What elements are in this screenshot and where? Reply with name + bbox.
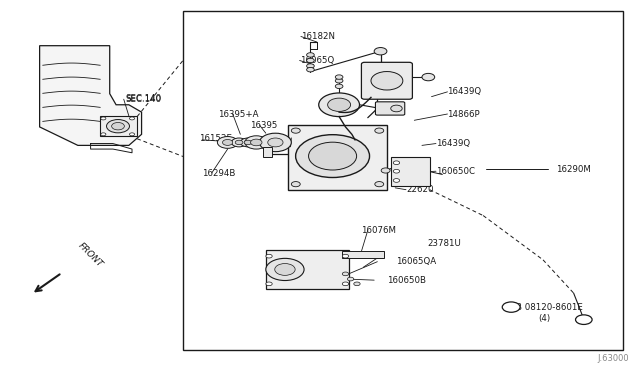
Circle shape [394, 179, 399, 182]
Circle shape [275, 263, 295, 275]
Circle shape [342, 254, 349, 258]
Circle shape [335, 75, 343, 79]
Text: 22620: 22620 [406, 185, 433, 194]
Circle shape [575, 315, 592, 324]
Circle shape [307, 67, 314, 72]
Circle shape [328, 98, 351, 112]
Text: B: B [508, 302, 514, 312]
Text: 16152E: 16152E [199, 134, 232, 142]
Circle shape [374, 48, 387, 55]
Circle shape [129, 117, 134, 120]
Polygon shape [40, 46, 141, 145]
Circle shape [335, 84, 343, 89]
Bar [392, 157, 429, 186]
Circle shape [391, 105, 402, 112]
Text: 14866P: 14866P [447, 109, 480, 119]
Text: 16395+A: 16395+A [218, 109, 259, 119]
Circle shape [319, 93, 360, 116]
Circle shape [375, 182, 384, 187]
Circle shape [422, 73, 435, 81]
Circle shape [245, 136, 268, 149]
Text: 16439Q: 16439Q [436, 139, 470, 148]
Text: (4): (4) [539, 314, 550, 323]
Circle shape [307, 53, 314, 57]
Circle shape [371, 71, 403, 90]
Circle shape [129, 133, 134, 136]
Bar [288, 125, 387, 190]
Circle shape [250, 139, 262, 146]
Circle shape [266, 282, 272, 286]
Circle shape [223, 140, 233, 145]
Bar [342, 251, 384, 258]
Circle shape [244, 140, 252, 145]
Circle shape [342, 272, 349, 276]
Circle shape [394, 169, 399, 173]
Text: 16182N: 16182N [301, 32, 335, 41]
Circle shape [241, 138, 255, 147]
Circle shape [268, 138, 283, 147]
Circle shape [100, 117, 106, 120]
Text: SEC.140: SEC.140 [125, 94, 162, 103]
Text: 16065QA: 16065QA [396, 257, 436, 266]
Circle shape [348, 277, 354, 281]
Circle shape [232, 138, 246, 147]
Text: 160650C: 160650C [436, 167, 475, 176]
Text: 16065Q: 16065Q [300, 56, 334, 65]
Bar [183, 11, 623, 350]
Circle shape [502, 302, 520, 312]
FancyBboxPatch shape [376, 102, 404, 115]
Text: B 08120-8601E: B 08120-8601E [516, 302, 583, 312]
Circle shape [291, 128, 300, 133]
Text: 16076M: 16076M [362, 226, 396, 235]
Bar [262, 147, 272, 157]
Text: 160650B: 160650B [387, 276, 426, 285]
Circle shape [106, 119, 129, 133]
Circle shape [259, 133, 291, 152]
Circle shape [307, 64, 314, 68]
Text: 16290M: 16290M [556, 165, 591, 174]
Circle shape [375, 128, 384, 133]
Bar [266, 250, 349, 289]
Text: 16294B: 16294B [202, 169, 236, 177]
Circle shape [218, 137, 238, 148]
Text: 23781U: 23781U [427, 239, 461, 248]
Circle shape [236, 140, 243, 145]
Circle shape [308, 142, 356, 170]
Circle shape [342, 282, 349, 286]
Text: J.63000: J.63000 [597, 354, 629, 363]
Circle shape [307, 58, 314, 62]
Circle shape [296, 135, 369, 177]
Text: FRONT: FRONT [76, 241, 104, 269]
Circle shape [100, 133, 106, 136]
Circle shape [394, 161, 399, 164]
Circle shape [291, 182, 300, 187]
Text: SEC.140: SEC.140 [125, 95, 162, 104]
Text: 16395: 16395 [250, 121, 277, 129]
Circle shape [354, 282, 360, 286]
Circle shape [266, 254, 272, 258]
Circle shape [262, 140, 273, 145]
Bar [100, 116, 137, 136]
Circle shape [111, 122, 124, 130]
Text: 16439Q: 16439Q [447, 87, 481, 96]
Circle shape [335, 78, 343, 83]
Circle shape [381, 168, 390, 173]
FancyBboxPatch shape [362, 62, 412, 99]
Circle shape [266, 259, 304, 280]
